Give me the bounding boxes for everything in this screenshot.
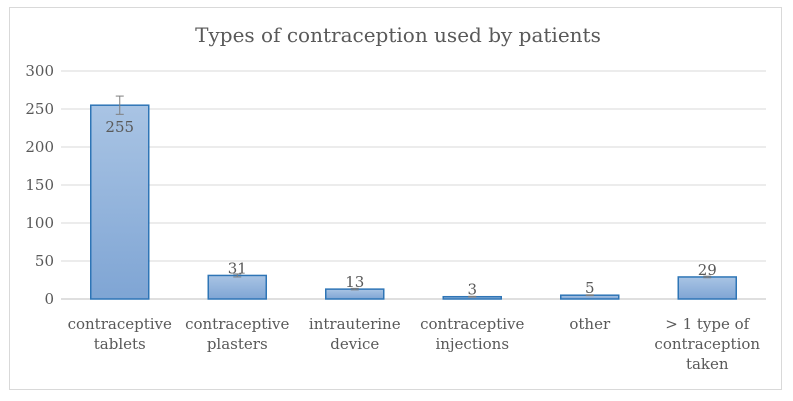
x-category-label: intrauterine device <box>309 315 401 353</box>
error-bar <box>703 275 712 279</box>
y-tick-label: 200 <box>25 138 54 156</box>
x-category-label: contraceptive tablets <box>68 315 172 353</box>
error-bar <box>350 287 359 291</box>
error-bar <box>468 295 477 298</box>
data-label: 255 <box>105 118 134 136</box>
y-tick-label: 250 <box>25 100 54 118</box>
y-tick-label: 300 <box>25 62 54 80</box>
error-bar <box>585 294 594 297</box>
x-category-label: contraceptive injections <box>420 315 524 353</box>
y-tick-label: 150 <box>25 176 54 194</box>
y-tick-label: 0 <box>44 290 54 308</box>
y-tick-label: 50 <box>35 252 54 270</box>
x-category-label: > 1 type of contraception taken <box>654 315 760 373</box>
data-label: 5 <box>585 279 595 297</box>
data-label: 13 <box>345 273 364 291</box>
x-category-label: contraceptive plasters <box>185 315 289 353</box>
bar <box>90 104 150 300</box>
data-label: 31 <box>228 259 247 277</box>
bar <box>677 276 737 300</box>
chart-area: Types of contraception used by patients … <box>9 7 782 390</box>
y-tick-label: 100 <box>25 214 54 232</box>
bar-chart: Types of contraception used by patients … <box>25 23 766 373</box>
x-category-label: other <box>569 315 611 333</box>
error-bar <box>115 95 124 115</box>
error-bar <box>233 273 242 278</box>
data-label: 3 <box>467 281 477 299</box>
chart-title: Types of contraception used by patients <box>195 23 601 47</box>
bar <box>207 274 267 300</box>
data-label: 29 <box>698 261 717 279</box>
